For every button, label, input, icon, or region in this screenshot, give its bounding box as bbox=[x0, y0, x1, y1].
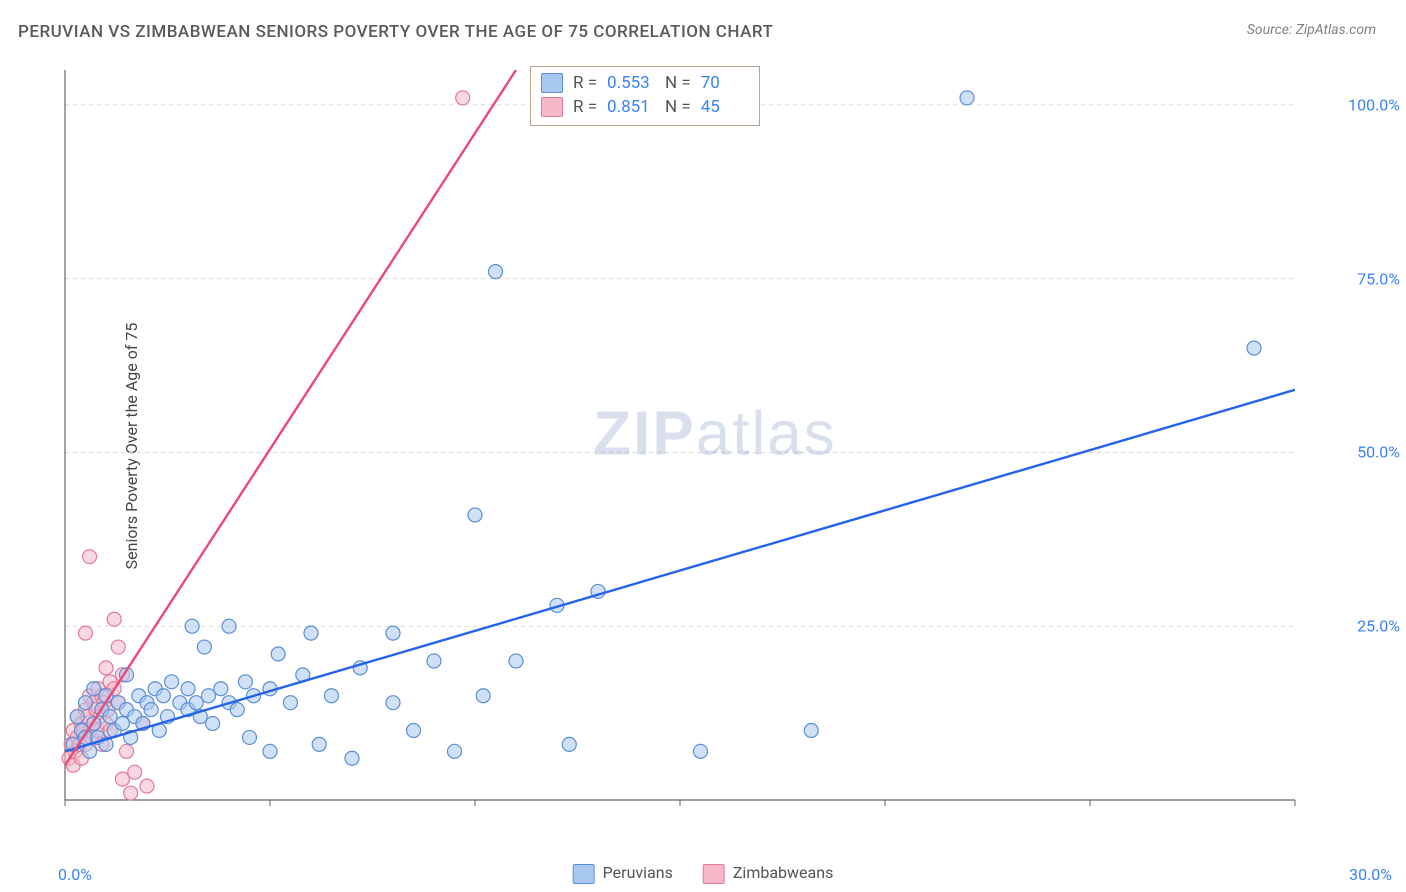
stats-row-zimbabweans: R = 0.851 N = 45 bbox=[541, 95, 749, 119]
swatch-zimbabweans bbox=[541, 97, 563, 117]
legend-item-zimbabweans: Zimbabweans bbox=[703, 863, 833, 884]
n-value-zimbabweans: 45 bbox=[701, 97, 749, 117]
n-label: N = bbox=[665, 73, 691, 93]
r-label: R = bbox=[573, 73, 597, 93]
legend-label-peruvians: Peruvians bbox=[603, 863, 673, 882]
x-axis-max: 30.0% bbox=[1349, 865, 1392, 884]
n-label: N = bbox=[665, 97, 691, 117]
legend-label-zimbabweans: Zimbabweans bbox=[733, 863, 833, 882]
swatch-peruvians bbox=[573, 864, 595, 884]
r-value-peruvians: 0.553 bbox=[607, 73, 655, 93]
r-value-zimbabweans: 0.851 bbox=[607, 97, 655, 117]
y-tick-label: 25.0% bbox=[1357, 617, 1400, 636]
y-tick-label: 50.0% bbox=[1357, 443, 1400, 462]
swatch-peruvians bbox=[541, 73, 563, 93]
swatch-zimbabweans bbox=[703, 864, 725, 884]
source-label: Source: ZipAtlas.com bbox=[1247, 22, 1376, 38]
chart-title: PERUVIAN VS ZIMBABWEAN SENIORS POVERTY O… bbox=[18, 22, 773, 42]
stats-box: R = 0.553 N = 70 R = 0.851 N = 45 bbox=[530, 66, 760, 126]
y-tick-label: 75.0% bbox=[1357, 269, 1400, 288]
legend-bottom: Peruvians Zimbabweans bbox=[573, 863, 834, 884]
n-value-peruvians: 70 bbox=[701, 73, 749, 93]
x-axis-min: 0.0% bbox=[58, 865, 92, 884]
plot-area: ZIPatlas bbox=[55, 60, 1375, 840]
legend-item-peruvians: Peruvians bbox=[573, 863, 673, 884]
r-label: R = bbox=[573, 97, 597, 117]
y-tick-label: 100.0% bbox=[1348, 95, 1400, 114]
stats-row-peruvians: R = 0.553 N = 70 bbox=[541, 71, 749, 95]
chart-svg bbox=[55, 60, 1375, 840]
